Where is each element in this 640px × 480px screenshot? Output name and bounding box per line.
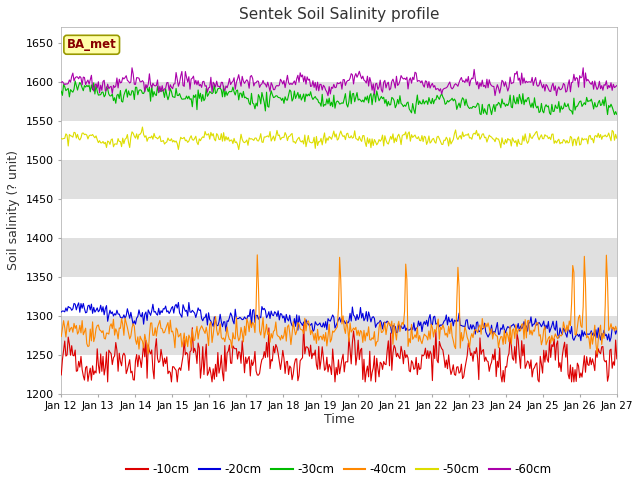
Bar [61, 238, 617, 276]
Bar [61, 355, 617, 394]
Bar [61, 160, 617, 199]
Bar [61, 121, 617, 160]
Bar [61, 43, 617, 82]
Title: Sentek Soil Salinity profile: Sentek Soil Salinity profile [239, 7, 439, 22]
Bar [61, 316, 617, 355]
Bar [61, 276, 617, 316]
Bar [61, 82, 617, 121]
Y-axis label: Soil salinity (? unit): Soil salinity (? unit) [7, 150, 20, 270]
Text: BA_met: BA_met [67, 38, 116, 51]
Legend: -10cm, -20cm, -30cm, -40cm, -50cm, -60cm: -10cm, -20cm, -30cm, -40cm, -50cm, -60cm [122, 458, 557, 480]
X-axis label: Time: Time [324, 413, 355, 426]
Bar [61, 199, 617, 238]
